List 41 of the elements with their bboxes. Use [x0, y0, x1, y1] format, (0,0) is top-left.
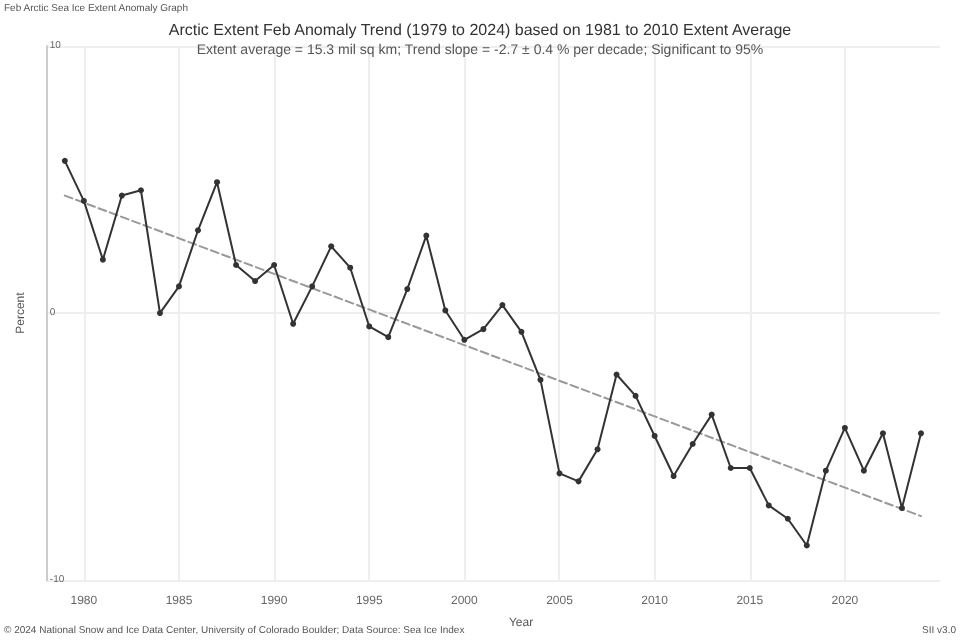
point [290, 320, 297, 327]
point [499, 302, 506, 309]
point [156, 310, 163, 317]
point [917, 430, 924, 437]
point [61, 157, 68, 164]
point [404, 286, 411, 293]
chart-title: Arctic Extent Feb Anomaly Trend (1979 to 2024) based on 1981 to 2010 Extent Average [168, 21, 793, 39]
point [271, 262, 278, 269]
line-series [61, 157, 924, 549]
point [99, 256, 106, 263]
point [803, 542, 810, 549]
point [860, 467, 867, 474]
point [727, 465, 734, 472]
point [347, 264, 354, 271]
point [195, 227, 201, 234]
point [309, 283, 316, 290]
point [879, 430, 886, 437]
point [385, 334, 392, 341]
point [480, 326, 487, 333]
point [423, 232, 430, 239]
point [537, 376, 544, 383]
point [670, 473, 677, 480]
point [613, 371, 620, 378]
point [328, 243, 335, 250]
point [689, 440, 696, 447]
point [765, 502, 772, 509]
point [366, 323, 373, 330]
point [442, 307, 449, 314]
point [461, 336, 468, 343]
point [841, 424, 848, 431]
point [651, 432, 658, 439]
point [214, 179, 221, 186]
point [708, 411, 715, 418]
point [784, 515, 791, 522]
point [518, 328, 525, 335]
point [118, 192, 125, 199]
point [137, 187, 144, 194]
point [822, 467, 829, 474]
point [175, 283, 182, 290]
point [80, 197, 87, 204]
point [632, 392, 639, 399]
